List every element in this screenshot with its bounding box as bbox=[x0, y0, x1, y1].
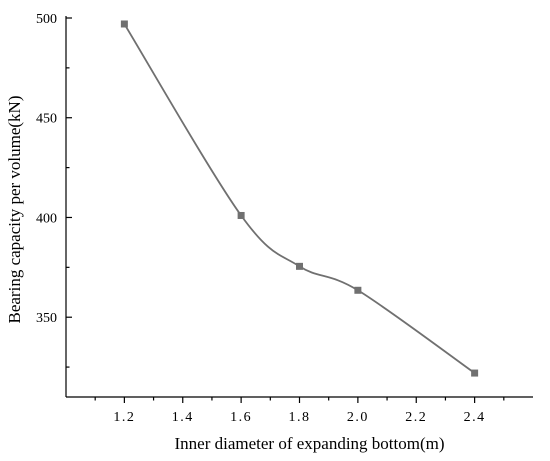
x-tick-label: 1.6 bbox=[230, 410, 252, 425]
data-point-marker bbox=[471, 369, 479, 377]
x-tick-label: 1.4 bbox=[172, 410, 194, 425]
plot-area: 350 400 450 500 1.2 1.4 1.6 1.8 2.0 2.2 2.4 bbox=[36, 12, 533, 425]
series-markers bbox=[120, 20, 479, 377]
x-tick-label: 1.8 bbox=[289, 410, 311, 425]
x-axis-title: Inner diameter of expanding bottom(m) bbox=[174, 434, 444, 453]
y-tick-label: 500 bbox=[36, 12, 57, 27]
x-tick-label: 2.4 bbox=[464, 410, 486, 425]
x-tick-label: 2.2 bbox=[405, 410, 427, 425]
y-tick-label: 450 bbox=[36, 112, 57, 127]
data-point-marker bbox=[120, 20, 128, 28]
series-line bbox=[123, 23, 476, 374]
data-point-marker bbox=[296, 262, 303, 270]
x-tick-label: 1.2 bbox=[113, 410, 135, 425]
x-axis-ticks: 1.2 1.4 1.6 1.8 2.0 2.2 2.4 bbox=[94, 397, 505, 425]
y-tick-label: 350 bbox=[36, 311, 57, 326]
x-tick-label: 2.0 bbox=[347, 410, 369, 425]
y-axis-title: Bearing capacity per volume(kN) bbox=[5, 96, 24, 324]
y-tick-label: 400 bbox=[36, 211, 57, 226]
y-axis-ticks: 350 400 450 500 bbox=[36, 12, 72, 368]
data-point-marker bbox=[354, 286, 362, 294]
data-point-marker bbox=[237, 211, 245, 219]
